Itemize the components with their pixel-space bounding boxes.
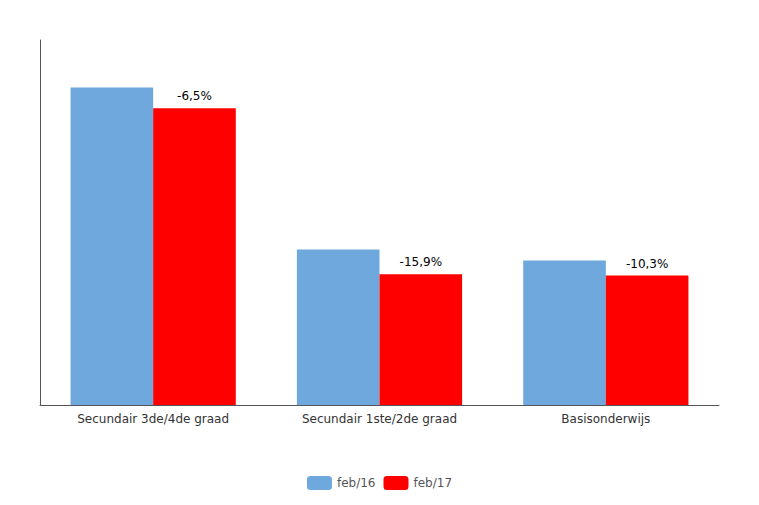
svg-text:-10,3%: -10,3% (626, 257, 668, 271)
svg-text:feb/17: feb/17 (414, 476, 453, 490)
svg-text:Basisonderwijs: Basisonderwijs (561, 412, 650, 426)
svg-text:-6,5%: -6,5% (177, 89, 212, 103)
svg-text:feb/16: feb/16 (337, 476, 376, 490)
svg-text:Secundair 3de/4de graad: Secundair 3de/4de graad (77, 412, 229, 426)
svg-text:Secundair 1ste/2de graad: Secundair 1ste/2de graad (302, 412, 457, 426)
svg-text:-15,9%: -15,9% (400, 255, 442, 269)
